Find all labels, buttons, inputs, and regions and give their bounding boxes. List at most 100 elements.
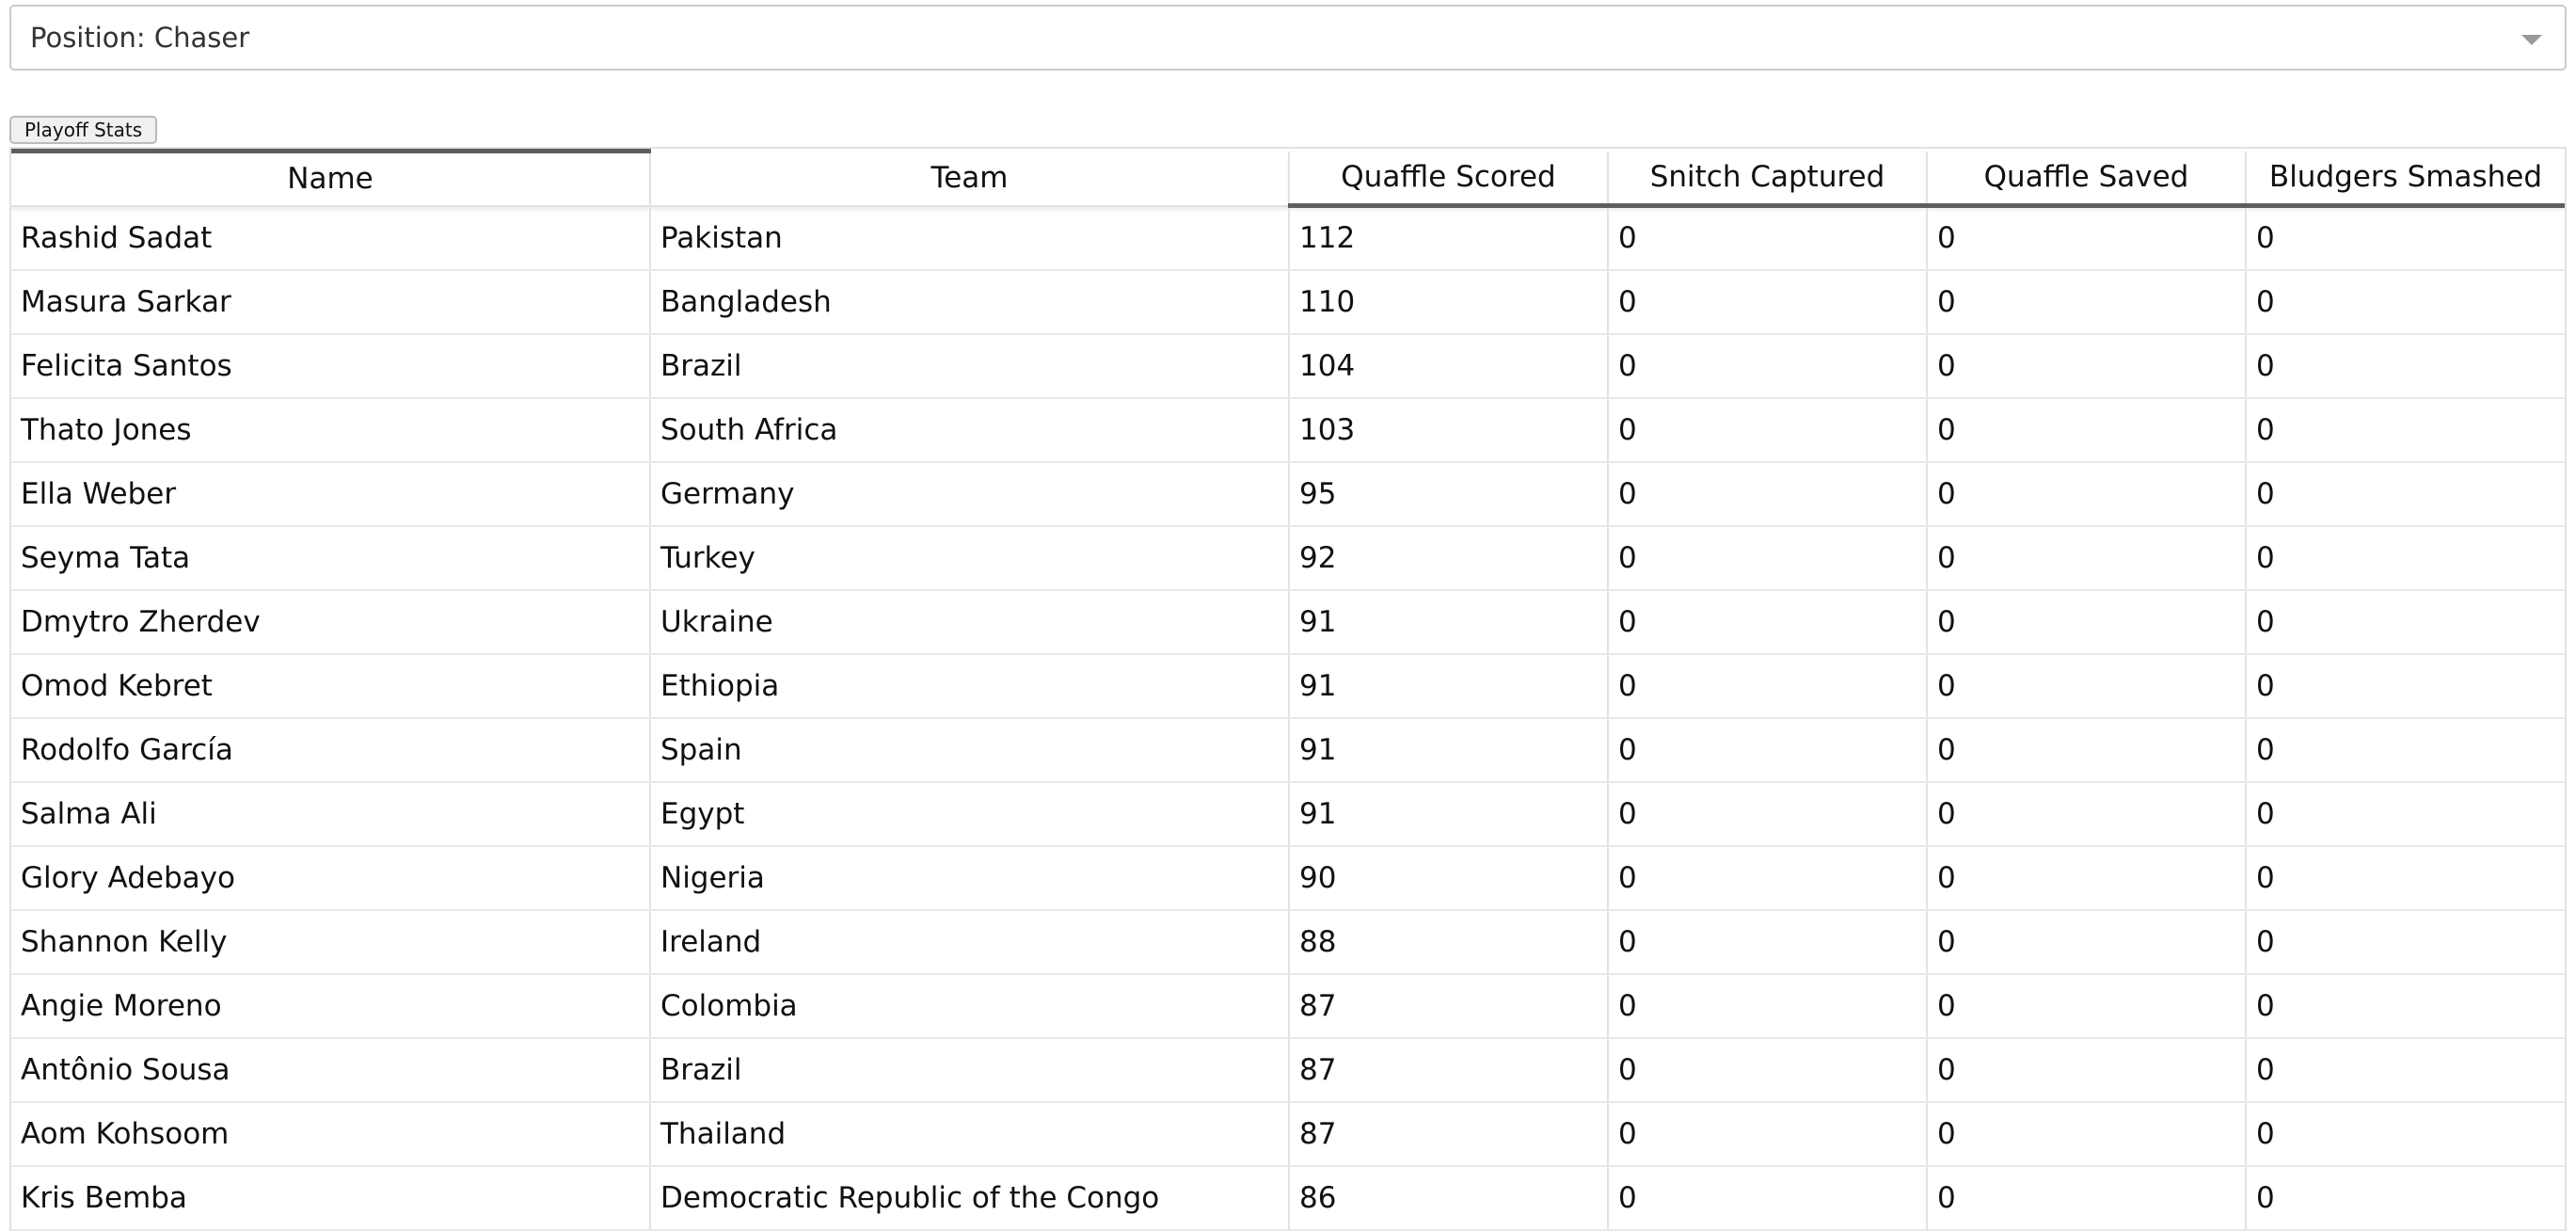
- cell-snitch-captured: 0: [1608, 717, 1928, 783]
- table-row: Omod Kebret Ethiopia 91 0 0 0: [11, 653, 2565, 719]
- playoff-stats-button[interactable]: Playoff Stats: [9, 116, 158, 144]
- table-body: Rashid Sadat Pakistan 112 0 0 0 Masura Sarkar B…: [11, 205, 2565, 1231]
- cell-team: Nigeria: [650, 845, 1290, 911]
- table-header: Name Team Quaffle Scored Snitch Captured Qua…: [11, 149, 2565, 208]
- cell-snitch-captured: 0: [1608, 589, 1928, 655]
- column-header-snitch-captured[interactable]: Snitch Captured: [1608, 151, 1928, 208]
- cell-quaffle-saved: 0: [1927, 1165, 2247, 1231]
- cell-bludgers-smashed: 0: [2246, 397, 2565, 463]
- cell-snitch-captured: 0: [1608, 461, 1928, 527]
- column-header-bludgers-smashed[interactable]: Bludgers Smashed: [2246, 151, 2565, 208]
- cell-quaffle-scored: 87: [1289, 1037, 1609, 1103]
- cell-quaffle-scored: 87: [1289, 1101, 1609, 1167]
- table-row: Ella Weber Germany 95 0 0 0: [11, 461, 2565, 527]
- column-header-name[interactable]: Name: [11, 149, 651, 207]
- cell-quaffle-scored: 88: [1289, 909, 1609, 975]
- table-row: Shannon Kelly Ireland 88 0 0 0: [11, 909, 2565, 975]
- cell-quaffle-scored: 91: [1289, 653, 1609, 719]
- cell-bludgers-smashed: 0: [2246, 845, 2565, 911]
- table-row: Rashid Sadat Pakistan 112 0 0 0: [11, 205, 2565, 271]
- cell-snitch-captured: 0: [1608, 1037, 1928, 1103]
- cell-snitch-captured: 0: [1608, 653, 1928, 719]
- cell-snitch-captured: 0: [1608, 525, 1928, 591]
- cell-name: Angie Moreno: [11, 973, 651, 1039]
- cell-name: Ella Weber: [11, 461, 651, 527]
- cell-team: Brazil: [650, 333, 1290, 399]
- cell-name: Salma Ali: [11, 781, 651, 847]
- cell-team: Colombia: [650, 973, 1290, 1039]
- cell-bludgers-smashed: 0: [2246, 717, 2565, 783]
- cell-team: South Africa: [650, 397, 1290, 463]
- cell-snitch-captured: 0: [1608, 269, 1928, 335]
- table-row: Thato Jones South Africa 103 0 0 0: [11, 397, 2565, 463]
- cell-quaffle-saved: 0: [1927, 909, 2247, 975]
- cell-team: Democratic Republic of the Congo: [650, 1165, 1290, 1231]
- cell-snitch-captured: 0: [1608, 781, 1928, 847]
- cell-bludgers-smashed: 0: [2246, 269, 2565, 335]
- cell-quaffle-scored: 103: [1289, 397, 1609, 463]
- cell-team: Bangladesh: [650, 269, 1290, 335]
- cell-team: Spain: [650, 717, 1290, 783]
- cell-snitch-captured: 0: [1608, 909, 1928, 975]
- stats-table-container[interactable]: Name Team Quaffle Scored Snitch Captured Qua…: [9, 147, 2567, 1231]
- cell-snitch-captured: 0: [1608, 1101, 1928, 1167]
- cell-quaffle-saved: 0: [1927, 461, 2247, 527]
- table-row: Dmytro Zherdev Ukraine 91 0 0 0: [11, 589, 2565, 655]
- cell-quaffle-saved: 0: [1927, 269, 2247, 335]
- cell-team: Thailand: [650, 1101, 1290, 1167]
- cell-team: Ethiopia: [650, 653, 1290, 719]
- table-row: Angie Moreno Colombia 87 0 0 0: [11, 973, 2565, 1039]
- table-row: Seyma Tata Turkey 92 0 0 0: [11, 525, 2565, 591]
- cell-name: Rashid Sadat: [11, 205, 651, 271]
- cell-snitch-captured: 0: [1608, 205, 1928, 271]
- cell-quaffle-saved: 0: [1927, 589, 2247, 655]
- cell-quaffle-saved: 0: [1927, 1101, 2247, 1167]
- cell-quaffle-saved: 0: [1927, 1037, 2247, 1103]
- table-row: Antônio Sousa Brazil 87 0 0 0: [11, 1037, 2565, 1103]
- header-row: Name Team Quaffle Scored Snitch Captured Qua…: [11, 149, 2565, 208]
- caret-down-icon[interactable]: [2521, 35, 2542, 45]
- cell-bludgers-smashed: 0: [2246, 909, 2565, 975]
- cell-quaffle-saved: 0: [1927, 973, 2247, 1039]
- cell-bludgers-smashed: 0: [2246, 1037, 2565, 1103]
- cell-team: Brazil: [650, 1037, 1290, 1103]
- column-header-quaffle-saved[interactable]: Quaffle Saved: [1927, 151, 2247, 208]
- cell-quaffle-saved: 0: [1927, 653, 2247, 719]
- cell-snitch-captured: 0: [1608, 333, 1928, 399]
- cell-team: Pakistan: [650, 205, 1290, 271]
- cell-quaffle-saved: 0: [1927, 205, 2247, 271]
- table-row: Rodolfo García Spain 91 0 0 0: [11, 717, 2565, 783]
- cell-name: Rodolfo García: [11, 717, 651, 783]
- cell-name: Seyma Tata: [11, 525, 651, 591]
- cell-bludgers-smashed: 0: [2246, 1101, 2565, 1167]
- table-row: Aom Kohsoom Thailand 87 0 0 0: [11, 1101, 2565, 1167]
- cell-team: Turkey: [650, 525, 1290, 591]
- position-select[interactable]: Position: Chaser: [9, 5, 2567, 71]
- column-header-team[interactable]: Team: [650, 151, 1290, 207]
- cell-name: Glory Adebayo: [11, 845, 651, 911]
- cell-bludgers-smashed: 0: [2246, 525, 2565, 591]
- cell-quaffle-saved: 0: [1927, 525, 2247, 591]
- table-row: Felicita Santos Brazil 104 0 0 0: [11, 333, 2565, 399]
- cell-bludgers-smashed: 0: [2246, 653, 2565, 719]
- cell-snitch-captured: 0: [1608, 1165, 1928, 1231]
- cell-bludgers-smashed: 0: [2246, 461, 2565, 527]
- cell-quaffle-scored: 91: [1289, 781, 1609, 847]
- cell-quaffle-saved: 0: [1927, 333, 2247, 399]
- cell-quaffle-saved: 0: [1927, 781, 2247, 847]
- cell-snitch-captured: 0: [1608, 397, 1928, 463]
- cell-quaffle-scored: 112: [1289, 205, 1609, 271]
- cell-quaffle-scored: 110: [1289, 269, 1609, 335]
- cell-quaffle-scored: 87: [1289, 973, 1609, 1039]
- cell-snitch-captured: 0: [1608, 845, 1928, 911]
- cell-team: Ukraine: [650, 589, 1290, 655]
- cell-team: Germany: [650, 461, 1290, 527]
- table-row: Masura Sarkar Bangladesh 110 0 0 0: [11, 269, 2565, 335]
- cell-bludgers-smashed: 0: [2246, 589, 2565, 655]
- table-row: Salma Ali Egypt 91 0 0 0: [11, 781, 2565, 847]
- cell-name: Thato Jones: [11, 397, 651, 463]
- table-row: Kris Bemba Democratic Republic of the Con…: [11, 1165, 2565, 1231]
- cell-quaffle-scored: 86: [1289, 1165, 1609, 1231]
- cell-quaffle-scored: 90: [1289, 845, 1609, 911]
- column-header-quaffle-scored[interactable]: Quaffle Scored: [1289, 151, 1609, 208]
